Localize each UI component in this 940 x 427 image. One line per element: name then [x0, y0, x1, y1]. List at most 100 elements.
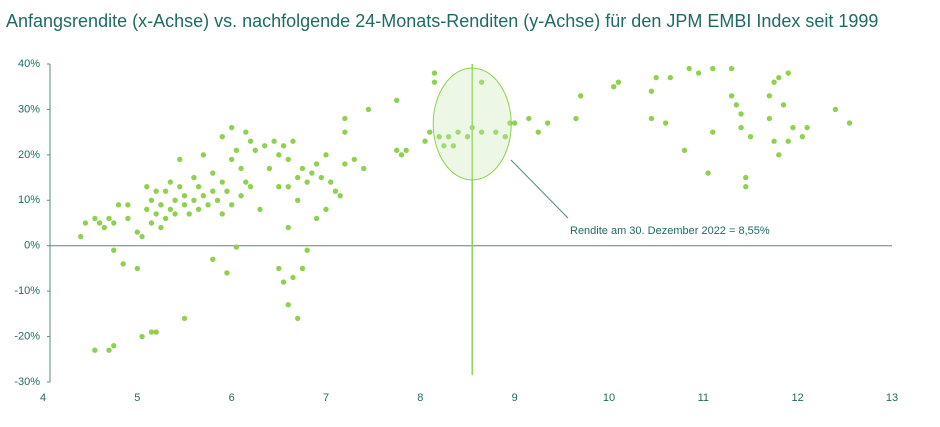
point: [115, 202, 122, 208]
y-tick-label: 20%: [18, 149, 40, 161]
point: [733, 102, 740, 108]
point: [648, 115, 655, 122]
point: [342, 161, 348, 167]
point: [92, 215, 98, 222]
point: [535, 129, 541, 135]
point: [172, 197, 178, 203]
point: [158, 202, 164, 208]
point: [285, 183, 291, 190]
point: [106, 215, 112, 222]
point: [285, 224, 291, 231]
x-tick-label: 11: [698, 392, 709, 404]
point: [728, 65, 735, 72]
point: [228, 202, 235, 208]
point: [233, 244, 240, 250]
point: [181, 193, 188, 199]
point: [120, 261, 126, 267]
point: [290, 274, 296, 281]
point: [158, 224, 164, 231]
point: [243, 179, 249, 185]
point: [111, 220, 117, 226]
point: [243, 129, 249, 135]
x-tick-label: 10: [603, 392, 615, 404]
point: [398, 152, 405, 158]
point: [304, 179, 310, 185]
point: [214, 197, 221, 203]
point: [111, 342, 117, 349]
point: [167, 206, 174, 213]
point: [493, 129, 499, 135]
point: [313, 215, 320, 222]
point: [667, 74, 674, 81]
point: [365, 106, 372, 113]
point: [431, 79, 438, 85]
point: [611, 84, 617, 90]
point: [148, 197, 155, 203]
point: [233, 147, 240, 154]
point: [148, 220, 155, 226]
point: [743, 174, 749, 181]
chart-title: Anfangsrendite (x-Achse) vs. nachfolgend…: [6, 11, 878, 31]
point: [162, 215, 169, 222]
y-tick-label: 30%: [18, 103, 40, 115]
point: [224, 270, 230, 276]
point: [351, 156, 357, 163]
point: [228, 124, 235, 131]
point: [238, 165, 244, 172]
point: [431, 70, 438, 76]
point: [78, 233, 84, 240]
point: [276, 265, 282, 272]
point: [295, 197, 301, 203]
point: [144, 183, 150, 190]
point: [780, 102, 787, 108]
point: [219, 211, 225, 217]
point: [766, 93, 773, 99]
point: [205, 202, 211, 208]
point: [92, 347, 98, 353]
point: [436, 133, 442, 140]
point: [111, 247, 117, 253]
point: [125, 202, 131, 208]
point: [323, 206, 329, 213]
point: [342, 129, 348, 135]
y-tick-label: 40%: [18, 58, 40, 70]
point: [573, 115, 579, 122]
point: [502, 133, 508, 140]
y-tick-label: 10%: [18, 194, 40, 206]
point: [738, 124, 744, 131]
point: [695, 70, 702, 76]
point: [200, 152, 207, 158]
point: [441, 143, 447, 149]
point: [332, 188, 339, 194]
point: [361, 165, 367, 172]
point: [238, 193, 244, 199]
point: [318, 174, 324, 181]
highlight-ellipse: [432, 67, 512, 181]
point: [82, 220, 89, 226]
point: [681, 147, 688, 154]
point: [653, 74, 659, 81]
point: [648, 88, 655, 94]
point: [313, 161, 320, 167]
point: [766, 115, 773, 122]
point: [247, 138, 254, 144]
point: [181, 202, 188, 208]
point: [139, 233, 145, 240]
point: [228, 156, 235, 163]
point: [450, 143, 457, 149]
point: [134, 229, 141, 235]
point: [394, 97, 400, 104]
point: [422, 138, 428, 144]
point: [771, 138, 777, 144]
point: [167, 179, 174, 185]
point: [403, 147, 409, 154]
point: [511, 120, 518, 126]
point: [342, 115, 348, 122]
point: [710, 65, 716, 72]
point: [464, 133, 471, 140]
point: [219, 133, 225, 140]
point: [299, 265, 306, 272]
point: [309, 170, 315, 176]
point: [662, 120, 669, 126]
